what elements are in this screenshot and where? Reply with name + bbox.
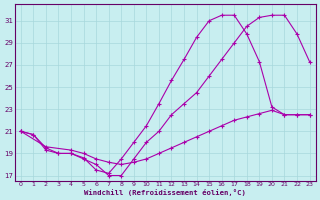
X-axis label: Windchill (Refroidissement éolien,°C): Windchill (Refroidissement éolien,°C) (84, 189, 246, 196)
